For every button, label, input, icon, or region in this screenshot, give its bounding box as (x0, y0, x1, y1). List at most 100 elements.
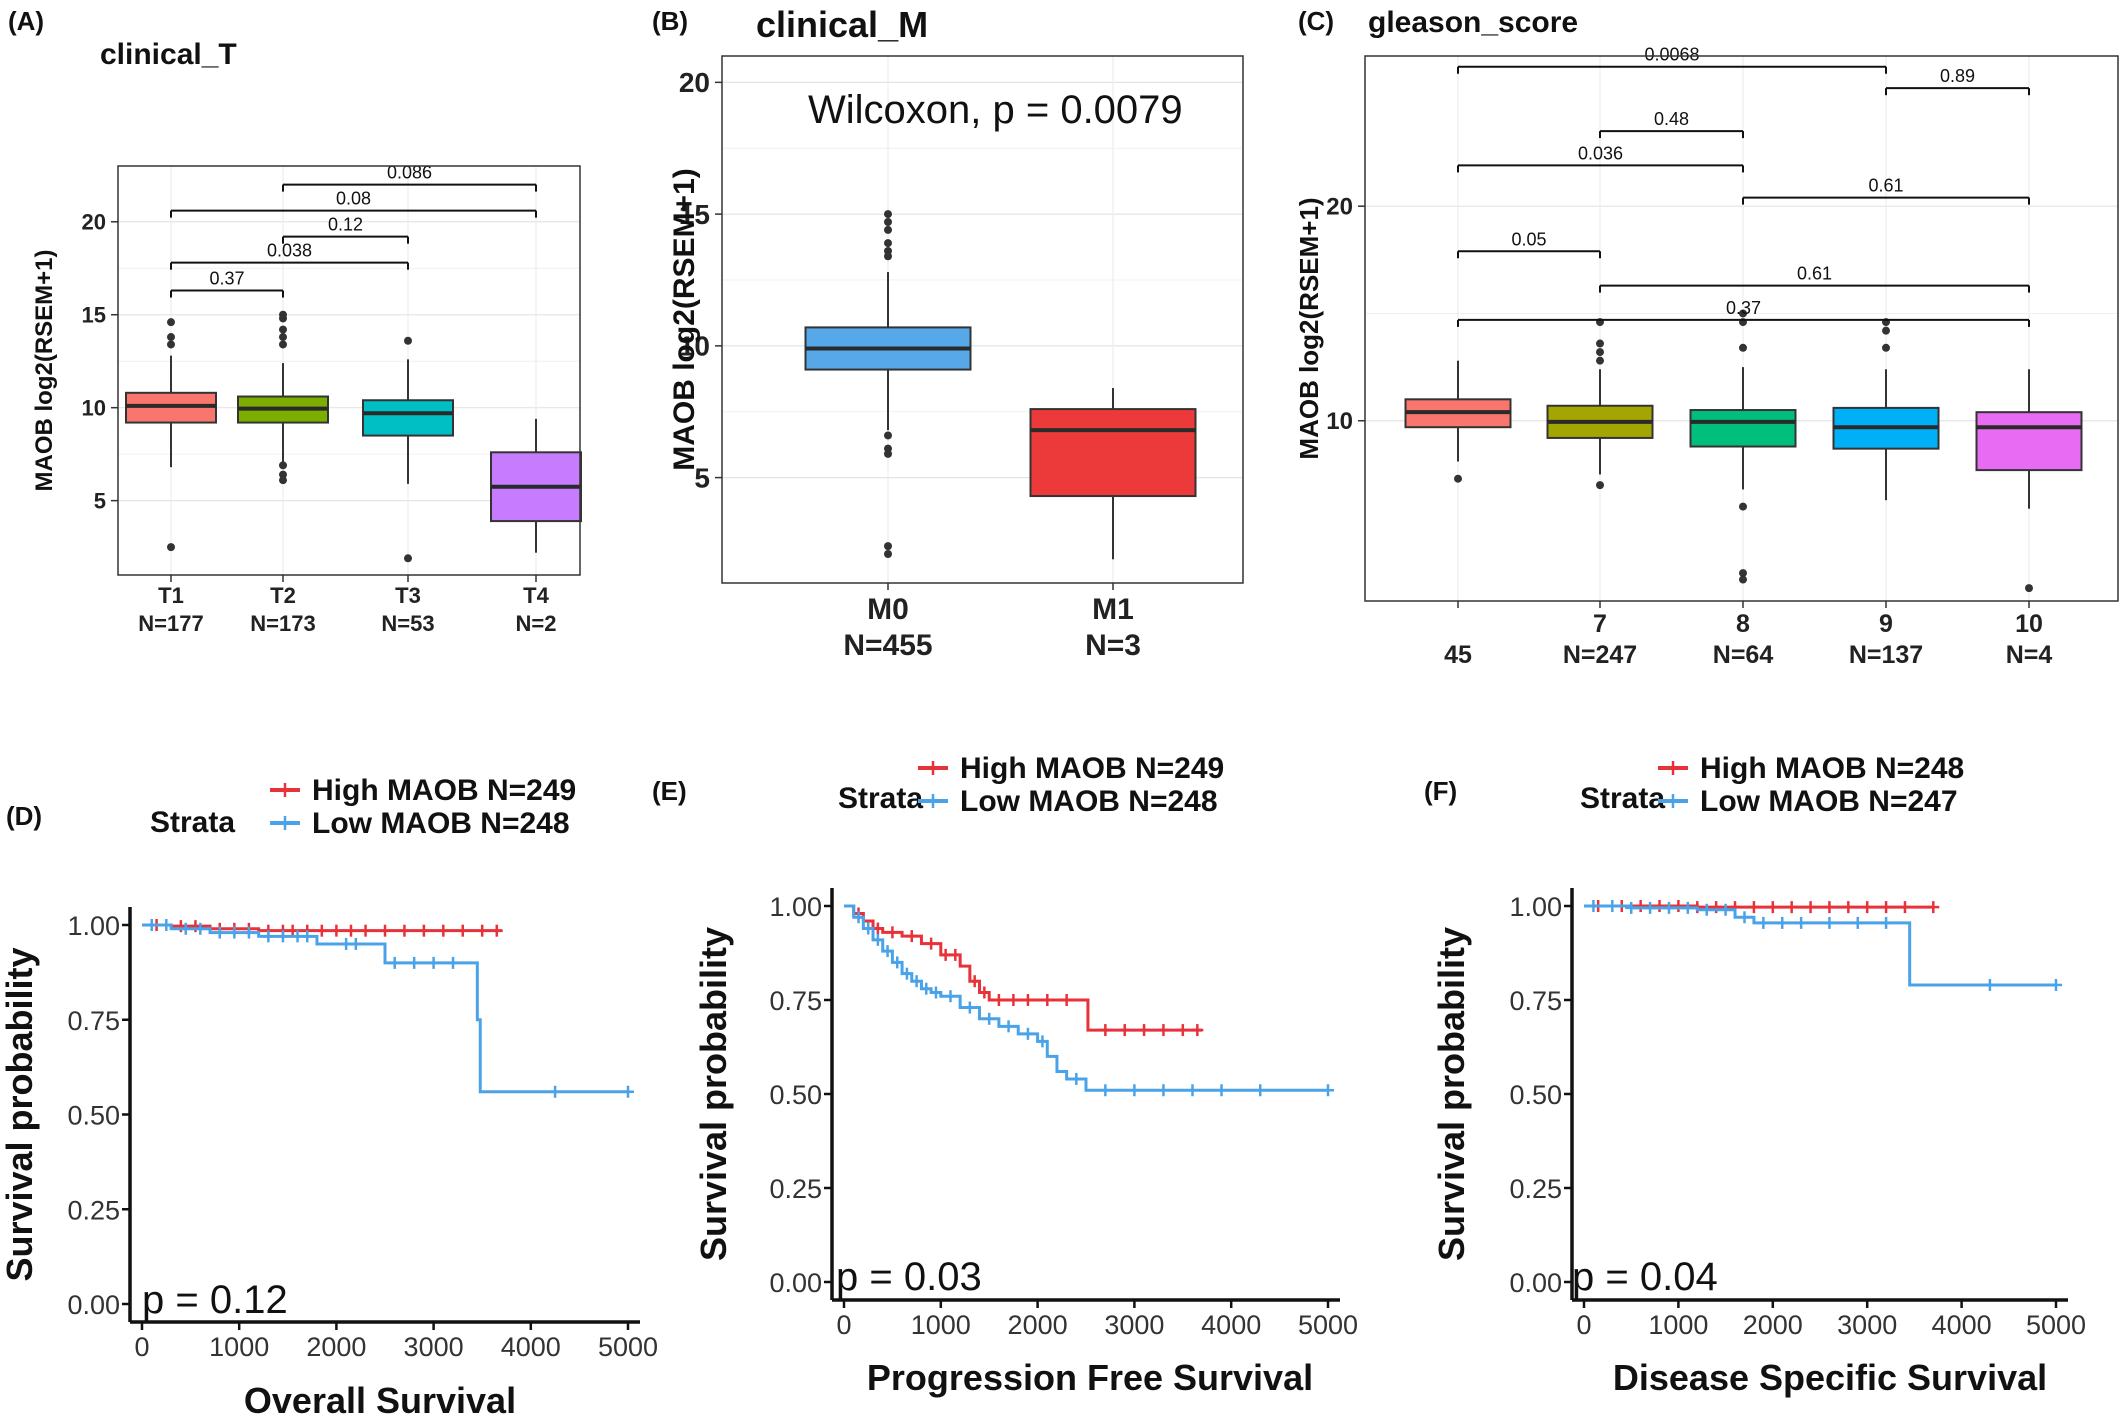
panel-label: (D) (6, 801, 42, 831)
chart-title: gleason_score (1368, 6, 1578, 39)
y-tick-label: 20 (1326, 194, 1353, 221)
x-tick-label: 5000 (1298, 1310, 1358, 1340)
plot-border (721, 55, 1244, 584)
y-tick-label: 20 (82, 209, 106, 234)
outlier-point (884, 449, 892, 458)
outlier-point (404, 336, 412, 345)
comparison-p-value: 0.08 (336, 189, 371, 209)
outlier-point (279, 470, 287, 479)
outlier-point (1596, 339, 1604, 348)
y-axis-label: MAOB log2(RSEM+1) (668, 168, 701, 471)
outlier-point (884, 252, 892, 261)
comparison-p-value: 0.61 (1797, 264, 1832, 284)
y-tick-label: 10 (679, 331, 710, 362)
x-axis-label: Overall Survival (244, 1380, 516, 1421)
plot-background (722, 56, 1243, 583)
x-tick-label: 4000 (501, 1332, 561, 1362)
x-tick-label: 1000 (911, 1310, 971, 1340)
x-tick-label: 2000 (306, 1332, 366, 1362)
comparison-p-value: 0.038 (267, 241, 312, 261)
y-tick-label: 0.50 (769, 1080, 822, 1110)
x-tick-label: 10 (2015, 610, 2043, 638)
panel-b-clinical-m: (B) clinical_M 5 10 15 20 MAOB log2(RSEM+1) Wil… (652, 4, 1244, 662)
y-tick-label: 20 (679, 67, 710, 98)
x-tick-label: 5000 (598, 1332, 658, 1362)
sample-count-label: N=137 (1849, 641, 1923, 669)
log-rank-p-value: p = 0.04 (1572, 1255, 1718, 1299)
legend-entry: Low MAOB N=247 (1700, 785, 1958, 818)
chart-title: clinical_M (756, 4, 928, 45)
legend-title: Strata (838, 782, 923, 815)
log-rank-p-value: p = 0.03 (836, 1255, 982, 1299)
plot-border (1364, 55, 2119, 602)
outlier-point (167, 543, 175, 552)
comparison-p-value: 0.37 (1726, 298, 1761, 318)
panel-label: (A) (8, 6, 44, 36)
x-tick-label: 3000 (404, 1332, 464, 1362)
box-M1 (1029, 408, 1197, 498)
y-tick-label: 1.00 (1509, 892, 1562, 922)
x-tick-label: T2 (270, 583, 296, 608)
comparison-p-value: 0.05 (1511, 229, 1546, 249)
outlier-point (279, 340, 287, 349)
panel-label: (B) (652, 6, 688, 36)
outlier-point (884, 225, 892, 234)
plot-background (1365, 56, 2118, 601)
y-tick-label: 10 (82, 395, 106, 420)
sample-count-label: N=53 (381, 611, 434, 636)
comparison-p-value: 0.12 (328, 215, 363, 235)
legend-entry: Low MAOB N=248 (960, 785, 1218, 818)
outlier-point (1882, 343, 1890, 352)
x-tick-label: M0 (867, 593, 909, 626)
survival-curve-low (1584, 904, 2056, 987)
x-tick-label: 1000 (209, 1332, 269, 1362)
x-tick-label: 8 (1736, 610, 1750, 638)
legend-entry: High MAOB N=249 (312, 774, 576, 807)
legend-entry: High MAOB N=249 (960, 752, 1224, 785)
y-tick-label: 0.75 (1509, 986, 1562, 1016)
x-tick-label: T1 (158, 583, 184, 608)
legend-entry: High MAOB N=248 (1700, 752, 1964, 785)
survival-curve-low (142, 923, 628, 1094)
sample-count-label: 45 (1444, 641, 1472, 669)
legend-title: Strata (1580, 782, 1665, 815)
legend-title: Strata (150, 806, 235, 839)
comparison-p-value: 0.89 (1940, 66, 1975, 86)
y-tick-label: 0.25 (67, 1195, 120, 1225)
y-axis-label: Survival probability (1431, 927, 1472, 1261)
x-tick-label: 3000 (1104, 1310, 1164, 1340)
outlier-point (884, 431, 892, 440)
outlier-point (279, 314, 287, 323)
log-rank-p-value: p = 0.12 (142, 1278, 288, 1322)
y-tick-label: 0.00 (67, 1290, 120, 1320)
outlier-point (279, 333, 287, 342)
outlier-point (1596, 481, 1604, 490)
y-axis-label: Survival probability (0, 947, 40, 1281)
legend-entry: Low MAOB N=248 (312, 807, 570, 840)
x-axis-label: Progression Free Survival (867, 1357, 1313, 1398)
outlier-point (279, 476, 287, 485)
sample-count-label: N=3 (1085, 629, 1141, 662)
sample-count-label: N=247 (1563, 641, 1637, 669)
outlier-point (1739, 569, 1747, 578)
y-tick-label: 0.50 (67, 1101, 120, 1131)
x-tick-label: 0 (134, 1332, 149, 1362)
sample-count-label: N=4 (2006, 641, 2053, 669)
outlier-point (167, 340, 175, 349)
y-tick-label: 0.50 (1509, 1080, 1562, 1110)
outlier-point (884, 218, 892, 227)
x-axis-label: Disease Specific Survival (1613, 1357, 2047, 1398)
x-tick-label: 3000 (1837, 1310, 1897, 1340)
y-tick-label: 1.00 (67, 911, 120, 941)
x-tick-label: 4000 (1932, 1310, 1992, 1340)
x-tick-label: 2000 (1008, 1310, 1068, 1340)
y-tick-label: 0.75 (769, 986, 822, 1016)
survival-curve-low (844, 904, 1328, 1092)
plot-border (117, 165, 581, 576)
x-tick-label: T4 (523, 583, 549, 608)
outlier-point (1739, 343, 1747, 352)
comparison-p-value: 0.37 (209, 269, 244, 289)
sample-count-label: N=64 (1713, 641, 1774, 669)
